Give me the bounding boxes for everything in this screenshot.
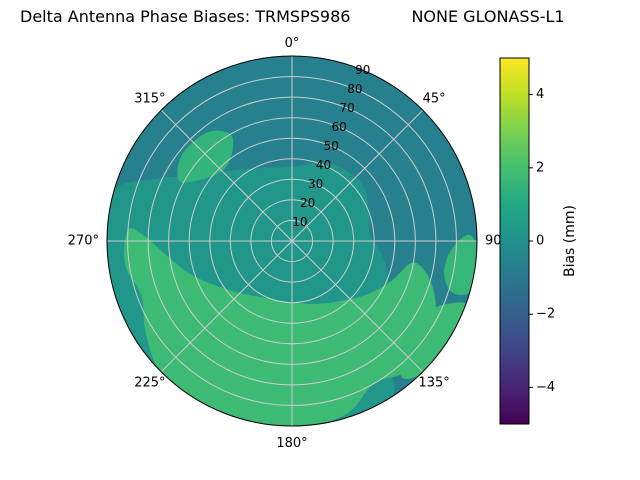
angular-tick-label: 45° [423,91,446,106]
radial-tick-label: 30 [308,177,323,191]
colorbar-tick-label: 0 [536,234,544,249]
angular-tick-label: 135° [418,376,449,391]
grid-spoke [160,240,293,373]
radial-tick-label: 50 [324,139,339,153]
bias-region-east-rim-patch [444,234,477,296]
colorbar-tick-label: −2 [536,307,555,322]
angular-tick-label: 180° [276,436,307,451]
radial-tick-label: 10 [292,215,307,229]
colorbar-gradient [500,58,529,424]
radial-tick-label: 60 [332,120,347,134]
angular-tick-label: 0° [285,36,300,51]
angular-tick-label: 315° [134,91,165,106]
grid-spoke [160,109,293,242]
colorbar-tick-label: −4 [536,380,555,395]
radial-tick-label: 40 [316,158,331,172]
angular-tick-label: 225° [134,376,165,391]
angular-tick-label: 270° [68,234,99,249]
grid-spoke [291,109,424,242]
colorbar-tick-label: 2 [536,160,544,175]
radial-tick-label: 90 [355,63,370,77]
polar-outline [106,55,478,427]
radial-tick-label: 20 [300,196,315,210]
colorbar-label: Bias (mm) [562,205,578,277]
chart-title: Delta Antenna Phase Biases: TRMSPS986 NO… [20,7,565,26]
bias-region-southeast-rim-patch [399,302,469,380]
radial-tick-label: 80 [347,82,362,96]
colorbar-tick-label: 4 [536,87,544,102]
grid-spoke [291,240,424,373]
angular-tick-label: 90 [485,234,502,249]
polar-grid [107,56,477,426]
radial-tick-label: 70 [339,101,354,115]
